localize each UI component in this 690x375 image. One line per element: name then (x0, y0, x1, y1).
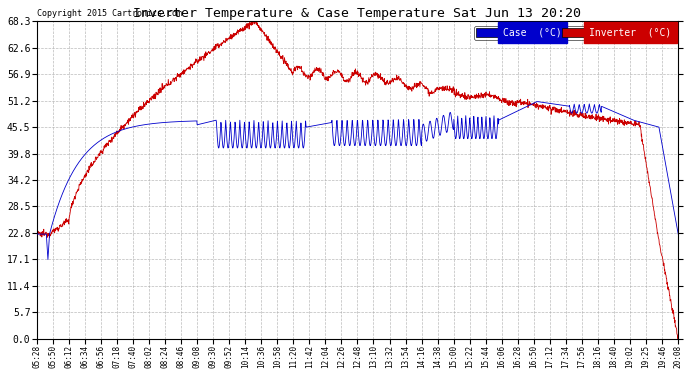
Title: Inverter Temperature & Case Temperature Sat Jun 13 20:20: Inverter Temperature & Case Temperature … (133, 7, 582, 20)
Text: Copyright 2015 Cartronics.com: Copyright 2015 Cartronics.com (37, 9, 181, 18)
Legend: Case  (°C), Inverter  (°C): Case (°C), Inverter (°C) (474, 26, 673, 40)
